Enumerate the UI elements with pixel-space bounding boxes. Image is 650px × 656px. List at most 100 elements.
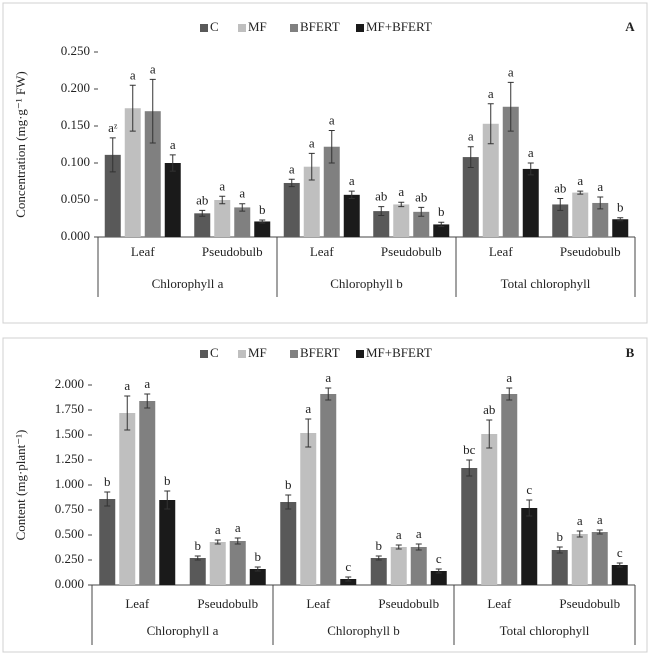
significance-letter: a [325,370,331,385]
error-bar [104,491,111,507]
y-tick-label: 0.750 [55,501,84,516]
legend-label: BFERT [300,345,340,360]
significance-letter: b [557,529,564,544]
error-bar [418,206,425,217]
significance-letter: b [164,473,171,488]
bar [390,547,407,585]
bar [462,157,479,237]
significance-letter: b [617,200,624,215]
y-tick-label: 0.000 [61,228,90,243]
bar [430,571,447,585]
significance-letter: b [104,474,111,489]
group-label: Chlorophyll a [147,623,219,638]
x-tick-label: Pseudobulb [381,244,442,259]
bar [481,434,498,585]
error-bar [506,387,513,401]
y-tick-label: 1.250 [55,451,84,466]
bar [373,211,390,237]
legend-label: C [210,345,219,360]
error-bar [415,543,422,551]
error-bar [149,78,156,144]
legend-swatch [290,24,298,32]
significance-letter: b [376,538,383,553]
x-tick-label: Leaf [310,244,334,259]
x-tick-label: Leaf [125,596,149,611]
error-bar [378,206,385,217]
y-tick-label: 1.500 [55,426,84,441]
bar [320,394,337,585]
error-bar [395,544,402,550]
bar [159,500,176,585]
x-tick-label: Pseudobulb [197,596,258,611]
y-tick-label: 2.000 [55,376,84,391]
legend-label: MF+BFERT [366,345,432,360]
bar [194,213,211,237]
group-label: Total chlorophyll [501,276,591,291]
legend-swatch [356,24,364,32]
significance-letter: a [329,112,335,127]
group-label: Chlorophyll b [327,623,400,638]
bar [591,532,608,585]
significance-letter: aᶻ [108,120,118,135]
y-tick-label: 0.200 [61,80,90,95]
bar [303,166,320,237]
legend-label: MF [248,19,267,34]
error-bar [398,201,405,208]
error-bar [438,221,445,228]
bar [234,207,251,237]
significance-letter: b [195,538,202,553]
significance-letter: a [577,173,583,188]
significance-letter: a [215,522,221,537]
error-bar [109,137,116,173]
error-bar [597,196,604,210]
y-tick-label: 0.250 [61,43,90,58]
bar [413,211,430,237]
panel-label: A [625,19,635,34]
x-tick-label: Pseudobulb [559,596,620,611]
bar [164,163,181,237]
significance-letter: a [597,179,603,194]
error-bar [486,419,493,449]
error-bar [557,198,564,211]
group-label: Total chlorophyll [500,623,590,638]
significance-letter: a [309,135,315,150]
bar [571,534,588,585]
significance-letter: a [124,378,130,393]
significance-letter: a [396,527,402,542]
legend-swatch [290,350,298,358]
error-bar [325,387,332,401]
error-bar [239,203,246,212]
bar [249,569,266,585]
y-tick-label: 0.150 [61,117,90,132]
bar [482,123,499,237]
significance-letter: a [416,526,422,541]
y-axis-title: Content (mg·plant⁻¹) [13,430,28,541]
y-tick-label: 0.250 [55,551,84,566]
bar [552,204,569,237]
significance-letter: ab [483,402,495,417]
bar [124,108,141,238]
error-bar [259,219,266,224]
error-bar [219,195,226,205]
error-bar [348,190,355,200]
error-bar [375,555,382,561]
x-tick-label: Pseudobulb [560,244,621,259]
x-tick-label: Leaf [489,244,513,259]
error-bar [435,568,442,574]
bar [139,401,156,585]
significance-letter: b [259,202,266,217]
bar [214,200,231,237]
significance-letter: ab [375,189,387,204]
error-bar [234,537,241,545]
error-bar [576,530,583,538]
bar [340,579,357,585]
error-bar [556,546,563,554]
significance-letter: c [617,545,623,560]
panel-frame [2,337,648,653]
legend-swatch [238,350,246,358]
legend-label: MF+BFERT [366,19,432,34]
x-tick-label: Leaf [306,596,330,611]
significance-letter: ab [415,189,427,204]
error-bar [308,152,315,181]
significance-letter: a [170,137,176,152]
